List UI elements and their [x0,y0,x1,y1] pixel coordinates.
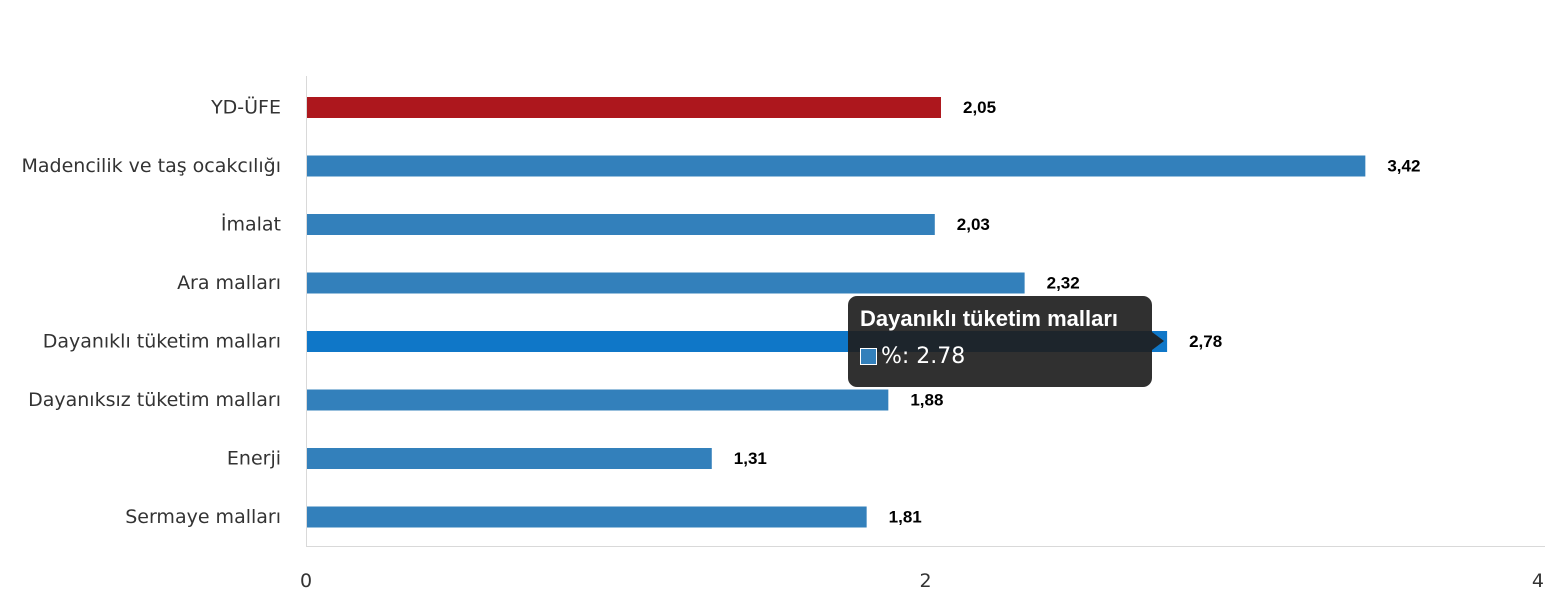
value-label: 1,31 [734,449,767,468]
value-label: 1,88 [910,391,943,410]
tooltip-row: %: 2.78 [860,344,1140,369]
bar[interactable] [307,506,867,528]
bar[interactable] [307,272,1025,294]
tooltip: Dayanıklı tüketim malları %: 2.78 [848,296,1152,387]
x-tick-label: 0 [300,570,312,592]
tooltip-series-swatch [860,348,877,365]
category-label: Sermaye malları [125,506,281,528]
value-label: 3,42 [1387,157,1420,176]
bar[interactable] [307,214,935,235]
value-label: 2,32 [1047,274,1080,293]
category-label: Enerji [227,448,281,470]
category-label: Madencilik ve taş ocakcılığı [22,155,282,177]
bar[interactable] [307,448,712,469]
value-label: 1,81 [889,508,922,527]
value-label: 2,05 [963,98,996,117]
category-label: Dayanıklı tüketim malları [43,331,281,353]
category-label: Dayanıksız tüketim malları [28,389,281,411]
category-label: İmalat [221,213,281,236]
bar[interactable] [307,155,1366,177]
x-tick-label: 4 [1532,570,1544,592]
tooltip-value-text: %: 2.78 [881,344,966,369]
tooltip-title: Dayanıklı tüketim malları [860,306,1118,331]
bar[interactable] [307,97,941,118]
category-label: Ara malları [177,272,281,294]
value-label: 2,03 [957,215,990,234]
bar[interactable] [307,389,889,411]
x-tick-label: 2 [919,570,931,592]
tooltip-pointer [1152,332,1164,350]
value-label: 2,78 [1189,332,1222,351]
category-label: YD-ÜFE [210,96,281,119]
